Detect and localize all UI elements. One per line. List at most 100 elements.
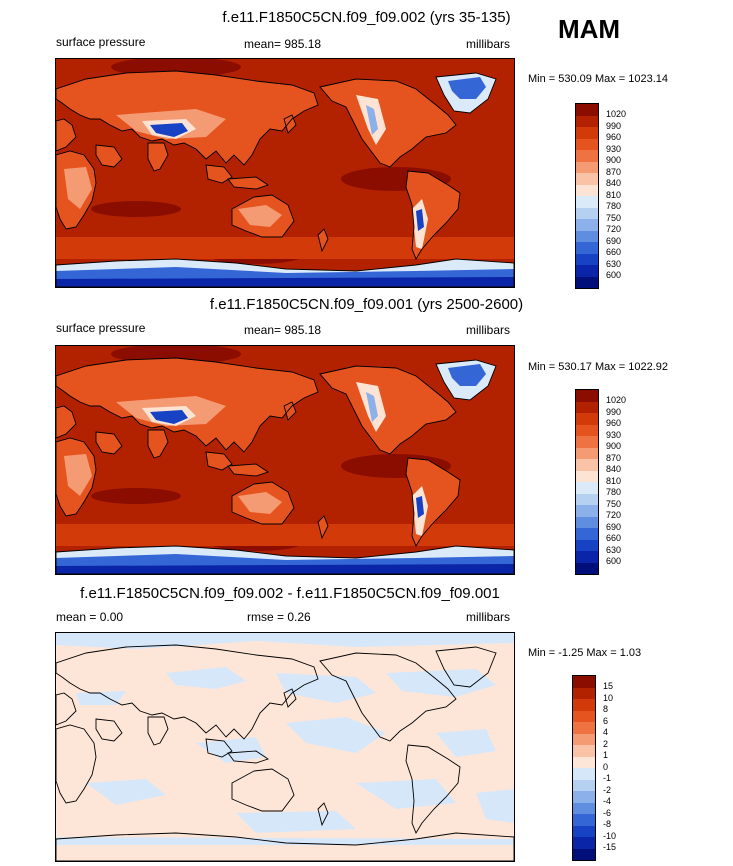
panel3-colorbar-tick-label: 15 xyxy=(603,681,614,691)
panel3-map-coastline-northAmerica xyxy=(319,652,457,742)
panel1-colorbar-swatch xyxy=(576,161,598,173)
panel3-map-negative-region xyxy=(436,729,496,757)
panel3-colorbar-swatch xyxy=(573,837,595,849)
panel3-map-negative-region xyxy=(166,667,246,689)
panel1-colorbar-swatch xyxy=(576,276,598,288)
panel3-colorbar-swatch xyxy=(573,814,595,826)
panel1-variable-label: surface pressure xyxy=(56,35,146,49)
panel2-map-coastline-arabia xyxy=(95,431,123,455)
panel1-map-coastline-antarctica xyxy=(56,258,514,287)
panel1-map-australia-interior xyxy=(238,205,282,227)
panel3-colorbar-swatch xyxy=(573,802,595,814)
panel3-map-coastline-africa xyxy=(56,724,97,804)
panel1-colorbar-swatch xyxy=(576,207,598,219)
panel3-map-svg xyxy=(56,633,514,861)
panel3-colorbar-tick-label: 10 xyxy=(603,692,614,703)
panel1-colorbar-tick-label: 960 xyxy=(606,132,622,142)
panel1-colorbar-tick-label: 750 xyxy=(606,212,622,223)
panel1-map-svg xyxy=(56,59,514,287)
panel2-map-coastline-india xyxy=(147,429,169,459)
panel1-map-coastline-arabia xyxy=(95,144,123,168)
panel1-colorbar-tick-label: 1020 xyxy=(606,109,627,119)
panel1-colorbar-swatch xyxy=(576,219,598,231)
panel1-colorbar-tick-label: 900 xyxy=(606,155,622,165)
panel2-colorbar-tick-label: 900 xyxy=(606,441,622,451)
panel1-map-coastline-seAsia xyxy=(205,164,270,190)
panel2-colorbar xyxy=(575,389,599,575)
panel2-colorbar-tick-label: 810 xyxy=(606,475,622,486)
panel1-map-land-northAmerica xyxy=(320,79,456,167)
panel1-colorbar-swatch xyxy=(576,127,598,139)
panel3-colorbar-tick-label: 0 xyxy=(603,761,609,772)
panel1-colorbar-tick-label: 870 xyxy=(606,166,622,177)
panel1-map-coastline-nz xyxy=(317,228,329,253)
panel2-colorbar-tick-label: 720 xyxy=(606,510,622,520)
panel3-map xyxy=(55,632,515,862)
panel1-colorbar-swatch xyxy=(576,184,598,196)
panel1-colorbar-swatch xyxy=(576,230,598,242)
panel2-map-southern-ocean-low-belt xyxy=(56,524,514,546)
panel3-colorbar-tick-label: -1 xyxy=(603,773,612,783)
panel1-map-land-india xyxy=(148,143,168,171)
panel1-map xyxy=(55,58,515,288)
panel3-colorbar-swatch xyxy=(573,779,595,791)
panel2-colorbar-tick-label: 840 xyxy=(606,464,622,474)
panel1-colorbar-tick-label: 690 xyxy=(606,235,622,246)
panel1-map-coastline-india xyxy=(147,142,169,172)
panel3-colorbar-tick-label: 1 xyxy=(603,750,609,760)
panel1-map-land-nz xyxy=(318,229,328,251)
panel3-colorbar-swatch xyxy=(573,768,595,780)
panel2-colorbar-swatch xyxy=(576,401,598,413)
panel2-map-australia-interior xyxy=(238,492,282,514)
panel2-colorbar-swatch xyxy=(576,424,598,436)
panel2-colorbar-swatch xyxy=(576,562,598,574)
panel2-colorbar-swatch xyxy=(576,493,598,505)
panel1-colorbar-tick-label: 630 xyxy=(606,258,622,269)
panel2-map-coastline-seAsia xyxy=(205,451,270,477)
panel1-title: f.e11.F1850C5CN.f09_f09.002 (yrs 35-135) xyxy=(222,9,511,26)
panel1-colorbar-tick-label: 810 xyxy=(606,189,622,200)
panel3-units-label: millibars xyxy=(466,610,511,624)
panel3-map-coastline-australia xyxy=(231,768,295,812)
panel3-map-coastline-nz xyxy=(317,802,329,827)
panel2-title: f.e11.F1850C5CN.f09_f09.001 (yrs 2500-26… xyxy=(209,296,524,313)
panel2-colorbar-tick-label: 660 xyxy=(606,533,622,543)
panel3-map-negative-region xyxy=(56,837,514,845)
panel2-map-tibetan-plateau xyxy=(150,410,188,424)
panel2-map-coastline-antarctica xyxy=(56,545,514,574)
panel1-colorbar-tick-label: 600 xyxy=(606,270,622,280)
panel3-map-coastline-arabia xyxy=(95,718,123,742)
panel3-colorbar-swatch xyxy=(573,825,595,837)
panel2-map-greenland-ice xyxy=(448,364,486,386)
panel2-colorbar-swatch xyxy=(576,505,598,517)
panel2-map-east-africa-plateau xyxy=(64,454,92,496)
panel2-colorbar-tick-label: 780 xyxy=(606,487,622,497)
panel2-map-rockies-core xyxy=(366,392,378,422)
panel2-colorbar-swatch xyxy=(576,551,598,563)
panel3-colorbar-swatch xyxy=(573,687,595,699)
panel3-map-coastline-africaEurasia xyxy=(56,644,319,740)
panel2-colorbar-tick-label: 750 xyxy=(606,498,622,509)
panel3-map-negative-region xyxy=(236,811,356,833)
panel1-map-coastline-greenland xyxy=(435,72,497,114)
panel2-colorbar-tick-label: 600 xyxy=(606,556,622,566)
panel2-colorbar-tick-label: 630 xyxy=(606,544,622,555)
panel2-colorbar-swatch xyxy=(576,482,598,494)
panel3-colorbar-tick-label: -15 xyxy=(603,842,617,852)
panel3-colorbar-tick-label: -4 xyxy=(603,796,612,806)
panel2-colorbar-tick-label: 930 xyxy=(606,429,622,440)
panel2-map-antarctica-interior xyxy=(56,564,514,574)
panel3-colorbar-swatch xyxy=(573,710,595,722)
panel3-map-coastline-india xyxy=(147,716,169,746)
panel2-map-coastline-greenland xyxy=(435,359,497,401)
panel2-map-land-seAsia xyxy=(206,452,268,476)
panel3-colorbar xyxy=(572,675,596,861)
panel2-colorbar-swatch xyxy=(576,436,598,448)
panel2-colorbar-swatch xyxy=(576,447,598,459)
panel2-colorbar-swatch xyxy=(576,459,598,471)
panel3-colorbar-tick-label: -10 xyxy=(603,830,617,841)
panel1-map-rockies-core xyxy=(366,105,378,135)
panel1-colorbar-swatch xyxy=(576,265,598,277)
panel1-map-coastline-southAmerica xyxy=(405,170,461,261)
panel2-map-coastline-nz xyxy=(317,515,329,540)
